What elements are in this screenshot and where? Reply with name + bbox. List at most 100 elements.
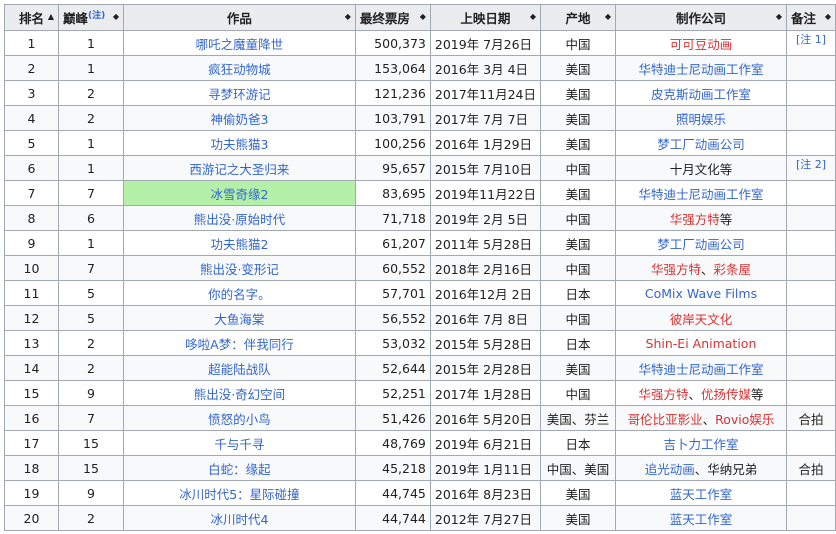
title-link-cell-text[interactable]: 哪吒之魔童降世 xyxy=(195,36,284,52)
title-link-cell-text[interactable]: 超能陆战队 xyxy=(208,361,271,377)
title-link-cell[interactable]: 冰川时代4 xyxy=(122,505,356,531)
header-gross[interactable]: 最终票房 ◆ xyxy=(354,4,431,31)
title-link-cell-text[interactable]: 熊出没·变形记 xyxy=(199,261,279,277)
title-link-cell-text[interactable]: 冰川时代5：星际碰撞 xyxy=(179,486,300,502)
studio-link[interactable]: Shin-Ei Animation xyxy=(645,335,757,351)
studio-link[interactable]: 彼岸天文化 xyxy=(669,311,733,327)
title-link-cell-text[interactable]: 神偷奶爸3 xyxy=(210,111,269,127)
studio-link[interactable]: 华强方特 xyxy=(638,386,689,402)
studio-link[interactable]: 照明娱乐 xyxy=(675,111,726,127)
title-link-cell-text[interactable]: 你的名字。 xyxy=(208,286,271,302)
header-studio[interactable]: 制作公司 ◆ xyxy=(614,4,787,31)
title-link-cell[interactable]: 神偷奶爸3 xyxy=(122,105,356,131)
sort-ascending-icon[interactable]: ▲ xyxy=(47,12,54,21)
studio-link[interactable]: 追光动画 xyxy=(644,461,695,477)
title-link-cell[interactable]: 冰雪奇缘2 xyxy=(122,180,356,206)
notes-cell-text[interactable]: [注 1] xyxy=(795,33,827,46)
title-link-cell[interactable]: 疯狂动物城 xyxy=(122,55,356,81)
title-link-cell-text[interactable]: 白蛇：缘起 xyxy=(208,461,271,477)
sort-icon[interactable]: ◆ xyxy=(529,12,536,21)
studio-link[interactable]: 优扬传媒 xyxy=(700,386,751,402)
title-link-cell-text[interactable]: 千与千寻 xyxy=(214,436,265,452)
studio-link[interactable]: 可可豆动画 xyxy=(669,36,733,52)
studio-link[interactable]: 华强方特 xyxy=(669,211,720,227)
title-link-cell[interactable]: 冰川时代5：星际碰撞 xyxy=(122,480,356,506)
title-link-cell-text[interactable]: 熊出没·奇幻空间 xyxy=(193,386,286,402)
table-row: 16 7 愤怒的小鸟 51,426 2016年 5月20日 美国、芬兰 哥伦比亚影业、Rov… xyxy=(4,405,836,431)
studio-link[interactable]: 吉卜力工作室 xyxy=(663,436,739,452)
header-rank[interactable]: 排名 ▲ xyxy=(4,4,59,31)
title-link-cell-text[interactable]: 西游记之大圣归来 xyxy=(189,161,290,177)
title-link-cell-text[interactable]: 功夫熊猫3 xyxy=(210,136,269,152)
header-title[interactable]: 作品 ◆ xyxy=(122,4,356,31)
title-link-cell[interactable]: 哆啦A梦：伴我同行 xyxy=(122,330,356,356)
title-link-cell-text[interactable]: 冰川时代4 xyxy=(210,511,269,527)
notes-cell-text[interactable]: [注 2] xyxy=(795,158,827,171)
rank-cell: 18 xyxy=(4,455,59,481)
sort-icon[interactable]: ◆ xyxy=(344,12,351,21)
studio-link[interactable]: 梦工厂动画公司 xyxy=(657,236,745,252)
sort-icon[interactable]: ◆ xyxy=(112,12,119,21)
title-link-cell-text[interactable]: 熊出没·原始时代 xyxy=(193,211,286,227)
sort-icon[interactable]: ◆ xyxy=(419,12,426,21)
title-link-cell[interactable]: 大鱼海棠 xyxy=(122,305,356,331)
notes-cell xyxy=(785,380,836,406)
gross-cell-text: 121,236 xyxy=(374,85,426,101)
rank-cell: 14 xyxy=(4,355,59,381)
studio-link[interactable]: 华特迪士尼动画工作室 xyxy=(638,361,764,377)
header-notes[interactable]: 备注 ◆ xyxy=(785,4,836,31)
title-link-cell[interactable]: 哪吒之魔童降世 xyxy=(122,30,356,56)
studio-link[interactable]: 蓝天工作室 xyxy=(669,511,733,527)
sort-icon[interactable]: ◆ xyxy=(604,12,611,21)
studio-link[interactable]: 皮克斯动画工作室 xyxy=(650,86,751,102)
date-cell-text: 2019年 1月11日 xyxy=(434,461,533,477)
header-peak[interactable]: 巅峰(注) ◆ xyxy=(57,4,124,31)
title-link-cell[interactable]: 白蛇：缘起 xyxy=(122,455,356,481)
studio-link[interactable]: 蓝天工作室 xyxy=(669,486,733,502)
notes-cell[interactable]: [注 2] xyxy=(785,155,836,181)
title-link-cell[interactable]: 功夫熊猫2 xyxy=(122,230,356,256)
title-link-cell[interactable]: 你的名字。 xyxy=(122,280,356,306)
title-link-cell[interactable]: 功夫熊猫3 xyxy=(122,130,356,156)
date-cell-text: 2016年 5月20日 xyxy=(434,411,533,427)
title-link-cell[interactable]: 西游记之大圣归来 xyxy=(122,155,356,181)
title-link-cell-text[interactable]: 疯狂动物城 xyxy=(208,61,271,77)
sort-icon[interactable]: ◆ xyxy=(775,12,782,21)
title-link-cell-text[interactable]: 冰雪奇缘2 xyxy=(210,186,269,202)
title-link-cell[interactable]: 熊出没·变形记 xyxy=(122,255,356,281)
studio-cell: 十月文化等 xyxy=(614,155,787,181)
box-office-table: 排名 ▲ 巅峰(注) ◆ 作品 ◆ 最终票房 ◆ 上映日期 ◆ 产地 ◆ 制作公司 ◆ 备注… xyxy=(4,4,836,531)
peak-note-link[interactable]: (注) xyxy=(88,10,106,21)
gross-cell-text: 52,251 xyxy=(382,385,426,401)
studio-link[interactable]: 哥伦比亚影业 xyxy=(627,411,703,427)
peak-cell-text: 5 xyxy=(87,285,95,301)
title-link-cell-text[interactable]: 哆啦A梦：伴我同行 xyxy=(185,336,294,352)
peak-cell: 1 xyxy=(57,55,124,81)
title-link-cell-text[interactable]: 功夫熊猫2 xyxy=(210,236,269,252)
gross-cell-text: 51,426 xyxy=(382,410,426,426)
studio-link[interactable]: 华特迪士尼动画工作室 xyxy=(638,61,764,77)
peak-cell-text: 9 xyxy=(87,485,95,501)
title-link-cell[interactable]: 超能陆战队 xyxy=(122,355,356,381)
sort-icon[interactable]: ◆ xyxy=(824,12,831,21)
gross-cell: 103,791 xyxy=(354,105,431,131)
title-link-cell[interactable]: 熊出没·奇幻空间 xyxy=(122,380,356,406)
studio-link[interactable]: 华强方特 xyxy=(650,261,701,277)
title-link-cell[interactable]: 熊出没·原始时代 xyxy=(122,205,356,231)
table-row: 7 7 冰雪奇缘2 83,695 2019年11月22日 美国 华特迪士尼动画工作室 xyxy=(4,180,836,206)
title-link-cell-text[interactable]: 大鱼海棠 xyxy=(214,311,265,327)
studio-link[interactable]: 华特迪士尼动画工作室 xyxy=(638,186,764,202)
header-country[interactable]: 产地 ◆ xyxy=(540,4,616,31)
title-link-cell[interactable]: 寻梦环游记 xyxy=(122,80,356,106)
notes-cell[interactable]: [注 1] xyxy=(785,30,836,56)
studio-link[interactable]: 彩条屋 xyxy=(713,261,751,277)
studio-link[interactable]: 梦工厂动画公司 xyxy=(657,136,745,152)
header-date[interactable]: 上映日期 ◆ xyxy=(429,4,542,31)
title-link-cell-text[interactable]: 愤怒的小鸟 xyxy=(208,411,271,427)
studio-link[interactable]: Rovio娱乐 xyxy=(715,411,775,427)
studio-link[interactable]: CoMix Wave Films xyxy=(644,285,758,301)
title-link-cell-text[interactable]: 寻梦环游记 xyxy=(208,86,271,102)
peak-cell: 7 xyxy=(57,180,124,206)
title-link-cell[interactable]: 千与千寻 xyxy=(122,430,356,456)
title-link-cell[interactable]: 愤怒的小鸟 xyxy=(122,405,356,431)
